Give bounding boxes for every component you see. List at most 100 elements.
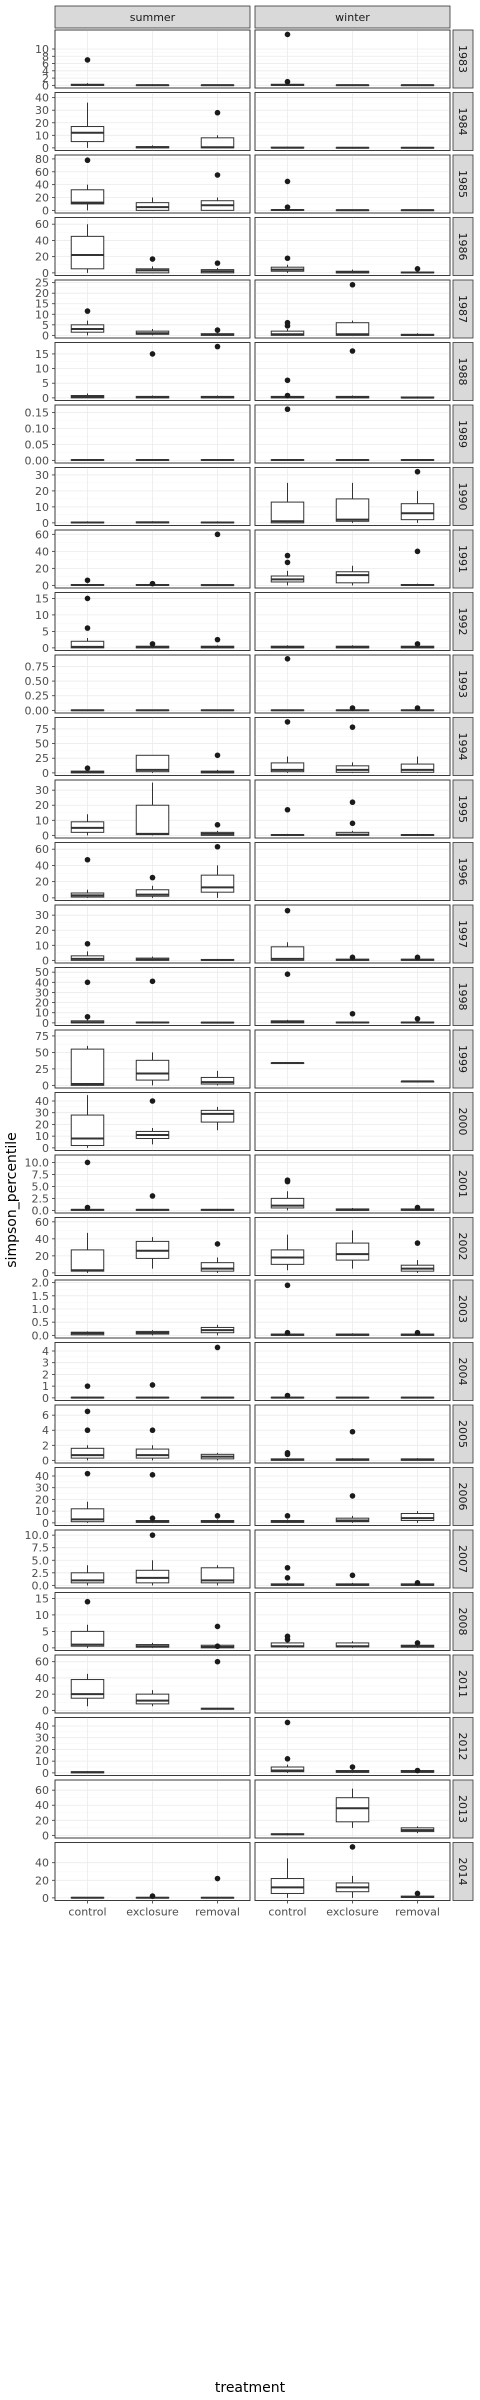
year-strip-label: 1997 bbox=[456, 920, 469, 948]
y-tick-label: 0 bbox=[42, 392, 49, 405]
year-strip-label: 1987 bbox=[456, 295, 469, 323]
y-tick-label: 6 bbox=[42, 58, 49, 71]
year-strip-bg bbox=[452, 342, 474, 401]
panel-row-1988: 1988 0 510 15 bbox=[35, 342, 474, 405]
year-strip-label: 2013 bbox=[456, 1795, 469, 1823]
y-tick-label: 10 bbox=[35, 308, 49, 321]
panel-border bbox=[54, 1404, 251, 1464]
y-tick-label: 30 bbox=[35, 469, 49, 482]
iqr-box bbox=[335, 1242, 370, 1261]
boxplot-removal bbox=[400, 1890, 435, 1898]
y-tick-label: 0.5 bbox=[32, 1316, 50, 1329]
boxplot-removal bbox=[200, 1513, 235, 1523]
year-strip-bg bbox=[452, 592, 474, 651]
y-tick-label: 0 bbox=[42, 1704, 49, 1717]
panel-2008-summer bbox=[54, 1592, 251, 1651]
y-tick-label: 0 bbox=[42, 642, 49, 655]
panel-2012-summer bbox=[54, 1717, 251, 1776]
boxplot-removal bbox=[200, 459, 235, 462]
boxplot-removal bbox=[400, 1329, 435, 1336]
y-tick-label: 15 bbox=[35, 592, 49, 605]
boxplot-removal bbox=[400, 756, 435, 773]
facet-strip-winter: winter bbox=[254, 5, 451, 29]
outlier-point bbox=[214, 636, 221, 643]
panel-1989-winter bbox=[254, 404, 451, 464]
boxplot-removal bbox=[200, 709, 235, 712]
outlier-point bbox=[284, 204, 291, 210]
panel-row-2001: 2001 0.02.55.07.510.0 bbox=[25, 1154, 474, 1217]
boxplot-removal bbox=[400, 1580, 435, 1586]
panel-2007-summer bbox=[54, 1529, 251, 1589]
y-tick-label: 10 bbox=[35, 1505, 49, 1518]
outlier-point bbox=[284, 656, 291, 662]
boxplot-control bbox=[70, 1598, 105, 1648]
iqr-box bbox=[270, 501, 305, 524]
boxplot-removal bbox=[200, 1106, 235, 1131]
panel-border bbox=[254, 1217, 451, 1276]
iqr-box bbox=[70, 1679, 105, 1699]
boxplot-exclosure bbox=[135, 874, 170, 898]
y-tick-label: 40 bbox=[35, 859, 49, 872]
year-strip-bg bbox=[452, 1092, 474, 1151]
outlier-point bbox=[349, 1010, 356, 1017]
panel-2000-winter bbox=[254, 1092, 451, 1151]
iqr-box bbox=[200, 1262, 235, 1272]
y-tick-label: 20 bbox=[35, 924, 49, 937]
panel-2006-winter bbox=[254, 1467, 451, 1526]
boxplot-control bbox=[70, 814, 105, 836]
boxplot-exclosure bbox=[135, 256, 170, 274]
panel-1984-winter bbox=[254, 92, 451, 151]
y-tick-label: 60 bbox=[35, 843, 49, 856]
boxplot-control bbox=[70, 1673, 105, 1707]
year-strip-label: 2007 bbox=[456, 1545, 469, 1573]
outlier-point bbox=[149, 1193, 156, 1199]
boxplot-removal bbox=[400, 1458, 435, 1461]
outlier-point bbox=[149, 978, 156, 985]
panel-1983-winter bbox=[254, 29, 451, 89]
iqr-box bbox=[270, 330, 305, 336]
panel-1998-winter bbox=[254, 967, 451, 1026]
iqr-box bbox=[335, 322, 370, 336]
year-strip-bg bbox=[452, 779, 474, 839]
y-tick-label: 0.00 bbox=[25, 454, 50, 467]
boxplot-removal bbox=[400, 954, 435, 961]
y-tick-label: 40 bbox=[35, 545, 49, 558]
y-tick-label: 8 bbox=[42, 50, 49, 63]
boxplot-control bbox=[70, 940, 105, 961]
panel-1987-summer bbox=[54, 279, 251, 339]
panel-2013-summer bbox=[54, 1779, 251, 1839]
y-tick-label: 0.15 bbox=[25, 406, 50, 419]
outlier-point bbox=[414, 468, 421, 475]
boxplot-control bbox=[70, 521, 105, 524]
boxplot-control bbox=[270, 656, 305, 712]
panel-border bbox=[54, 779, 251, 839]
boxplot-control bbox=[70, 1383, 105, 1399]
outlier-point bbox=[284, 1282, 291, 1289]
outlier-point bbox=[349, 281, 356, 288]
boxplot-removal bbox=[200, 1658, 235, 1710]
boxplot-removal bbox=[200, 1344, 235, 1399]
outlier-point bbox=[414, 1890, 421, 1897]
panel-2002-winter bbox=[254, 1217, 451, 1276]
y-tick-label: 0 bbox=[42, 1517, 49, 1530]
boxplot-exclosure bbox=[135, 1893, 170, 1899]
panel-border bbox=[54, 1717, 251, 1776]
iqr-box bbox=[200, 874, 235, 893]
panel-2011-summer bbox=[54, 1654, 251, 1714]
boxplot-removal bbox=[200, 343, 235, 399]
boxplot-control bbox=[70, 1896, 105, 1899]
iqr-box bbox=[135, 889, 170, 897]
y-tick-label: 2.5 bbox=[32, 1567, 50, 1580]
outlier-point bbox=[284, 1392, 291, 1399]
y-tick-label: 5.0 bbox=[32, 1554, 50, 1567]
y-axis-title: simpson_percentile bbox=[4, 1132, 20, 1267]
y-tick-label: 0 bbox=[42, 1079, 49, 1092]
boxplot-control bbox=[270, 1513, 305, 1523]
outlier-point bbox=[414, 1329, 421, 1336]
boxplot-removal bbox=[400, 1016, 435, 1024]
outlier-point bbox=[214, 109, 221, 116]
year-strip-bg bbox=[452, 404, 474, 464]
panel-border bbox=[54, 217, 251, 276]
panel-border bbox=[54, 1592, 251, 1651]
boxplot-removal bbox=[200, 636, 235, 649]
